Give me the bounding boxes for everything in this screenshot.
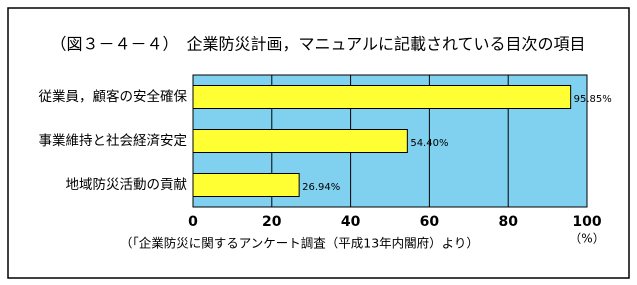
y-tick-label: 事業維持と社会経済安定 [39, 133, 188, 149]
x-axis-unit: （%） [569, 232, 604, 246]
source-note: （「企業防災に関するアンケート調査（平成13年内閣府）より） [120, 236, 479, 251]
x-tick-label: 60 [420, 214, 440, 230]
x-tick-label: 0 [188, 214, 198, 230]
frame [7, 7, 630, 279]
chart-title: （図３－４－４） 企業防災計画，マニュアルに記載されている目次の項目 [50, 35, 585, 54]
x-tick-label: 100 [572, 214, 601, 230]
bar [192, 173, 300, 197]
value-label: 95.85% [574, 94, 612, 105]
x-tick-label: 80 [498, 214, 518, 230]
value-label: 26.94% [302, 182, 340, 193]
x-tick-label: 40 [341, 214, 361, 230]
bar [192, 85, 572, 109]
x-tick-label: 20 [262, 214, 282, 230]
y-tick-label: 従業員，顧客の安全確保 [39, 88, 188, 105]
bar [192, 129, 408, 153]
value-label: 54.40% [410, 138, 448, 149]
y-tick-label: 地域防災活動の貢献 [66, 177, 188, 193]
